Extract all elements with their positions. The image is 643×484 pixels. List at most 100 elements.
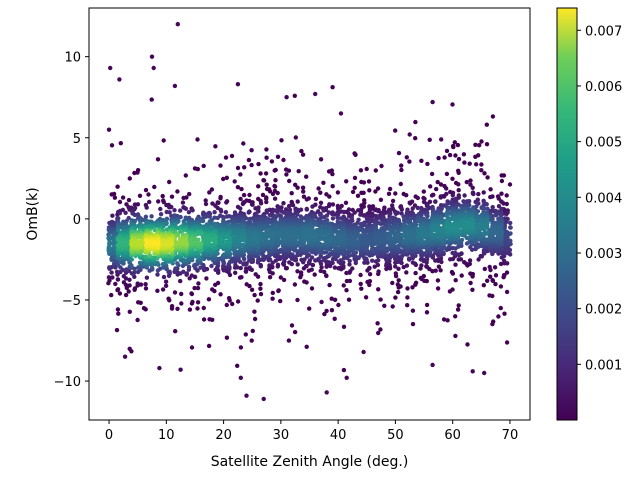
- scatter-point: [241, 242, 246, 248]
- scatter-point: [258, 291, 264, 297]
- scatter-point: [302, 279, 307, 284]
- scatter-point: [504, 270, 510, 275]
- scatter-point: [319, 265, 324, 270]
- scatter-point: [304, 174, 309, 179]
- scatter-point: [324, 308, 329, 314]
- scatter-point: [413, 119, 418, 125]
- scatter-point: [190, 208, 195, 213]
- scatter-point: [239, 186, 244, 192]
- scatter-point: [490, 205, 495, 210]
- scatter-point: [350, 266, 355, 271]
- scatter-point: [504, 201, 509, 207]
- scatter-point: [427, 199, 433, 204]
- scatter-point: [247, 265, 252, 270]
- scatter-point: [341, 283, 346, 288]
- scatter-point: [338, 111, 344, 116]
- scatter-point: [490, 208, 495, 214]
- scatter-point: [425, 213, 430, 219]
- scatter-point: [143, 282, 148, 287]
- scatter-point: [247, 192, 252, 198]
- scatter-point: [304, 207, 310, 212]
- scatter-point: [327, 282, 332, 288]
- scatter-point: [453, 250, 458, 256]
- scatter-point: [492, 265, 498, 270]
- scatter-point: [479, 162, 484, 167]
- scatter-point: [238, 235, 244, 241]
- scatter-point: [267, 275, 273, 280]
- scatter-point: [498, 261, 504, 267]
- scatter-point: [135, 317, 140, 323]
- scatter-point: [198, 241, 204, 246]
- scatter-point: [473, 142, 478, 147]
- scatter-point: [269, 159, 275, 164]
- scatter-point: [295, 185, 300, 190]
- scatter-point: [393, 271, 398, 276]
- scatter-point: [424, 302, 430, 308]
- scatter-point: [353, 152, 358, 157]
- scatter-point: [358, 168, 364, 173]
- scatter-point: [387, 234, 392, 239]
- scatter-point: [209, 187, 215, 192]
- scatter-point: [224, 200, 229, 205]
- scatter-point: [493, 213, 499, 218]
- scatter-point: [364, 166, 369, 172]
- scatter-point: [324, 273, 329, 278]
- scatter-point: [430, 228, 436, 233]
- scatter-point: [309, 255, 315, 260]
- scatter-point: [295, 269, 300, 274]
- scatter-point: [484, 142, 490, 147]
- scatter-point: [321, 180, 326, 185]
- scatter-point: [290, 202, 296, 208]
- scatter-point: [326, 210, 332, 215]
- scatter-point: [415, 205, 420, 211]
- scatter-point: [155, 157, 161, 162]
- scatter-point: [455, 142, 461, 148]
- scatter-point: [161, 274, 167, 280]
- scatter-point: [118, 141, 124, 146]
- scatter-point: [221, 176, 226, 182]
- scatter-point: [281, 157, 286, 163]
- scatter-point: [453, 153, 458, 158]
- scatter-point: [304, 344, 309, 349]
- scatter-point: [362, 200, 367, 206]
- scatter-point: [189, 273, 194, 278]
- scatter-point: [239, 275, 244, 280]
- scatter-point: [204, 276, 209, 281]
- scatter-point: [319, 299, 324, 305]
- scatter-point: [250, 202, 255, 207]
- scatter-point: [267, 234, 273, 239]
- scatter-point: [471, 191, 476, 197]
- scatter-point: [479, 168, 484, 173]
- scatter-point: [195, 239, 200, 245]
- scatter-point: [122, 354, 128, 359]
- scatter-point: [424, 310, 430, 315]
- scatter-point: [224, 302, 229, 308]
- scatter-point: [279, 138, 284, 143]
- scatter-point: [296, 169, 301, 174]
- scatter-point: [379, 163, 384, 169]
- scatter-point: [152, 184, 157, 190]
- scatter-point: [238, 172, 243, 177]
- scatter-point: [115, 277, 121, 282]
- scatter-point: [189, 291, 194, 296]
- scatter-point: [284, 95, 289, 100]
- scatter-point: [144, 205, 149, 210]
- scatter-point: [456, 188, 461, 193]
- scatter-point: [187, 307, 193, 312]
- scatter-point: [418, 219, 423, 224]
- scatter-point: [396, 150, 402, 156]
- scatter-point: [410, 308, 416, 313]
- scatter-point: [421, 273, 426, 279]
- scatter-point: [235, 363, 240, 368]
- scatter-point: [387, 213, 392, 219]
- scatter-point: [300, 234, 306, 239]
- scatter-point: [167, 205, 172, 210]
- scatter-point: [264, 147, 269, 152]
- scatter-point: [332, 265, 338, 270]
- scatter-point: [203, 201, 209, 207]
- scatter-point: [470, 287, 475, 292]
- scatter-point: [477, 143, 482, 148]
- scatter-point: [235, 299, 241, 304]
- scatter-point: [173, 266, 178, 271]
